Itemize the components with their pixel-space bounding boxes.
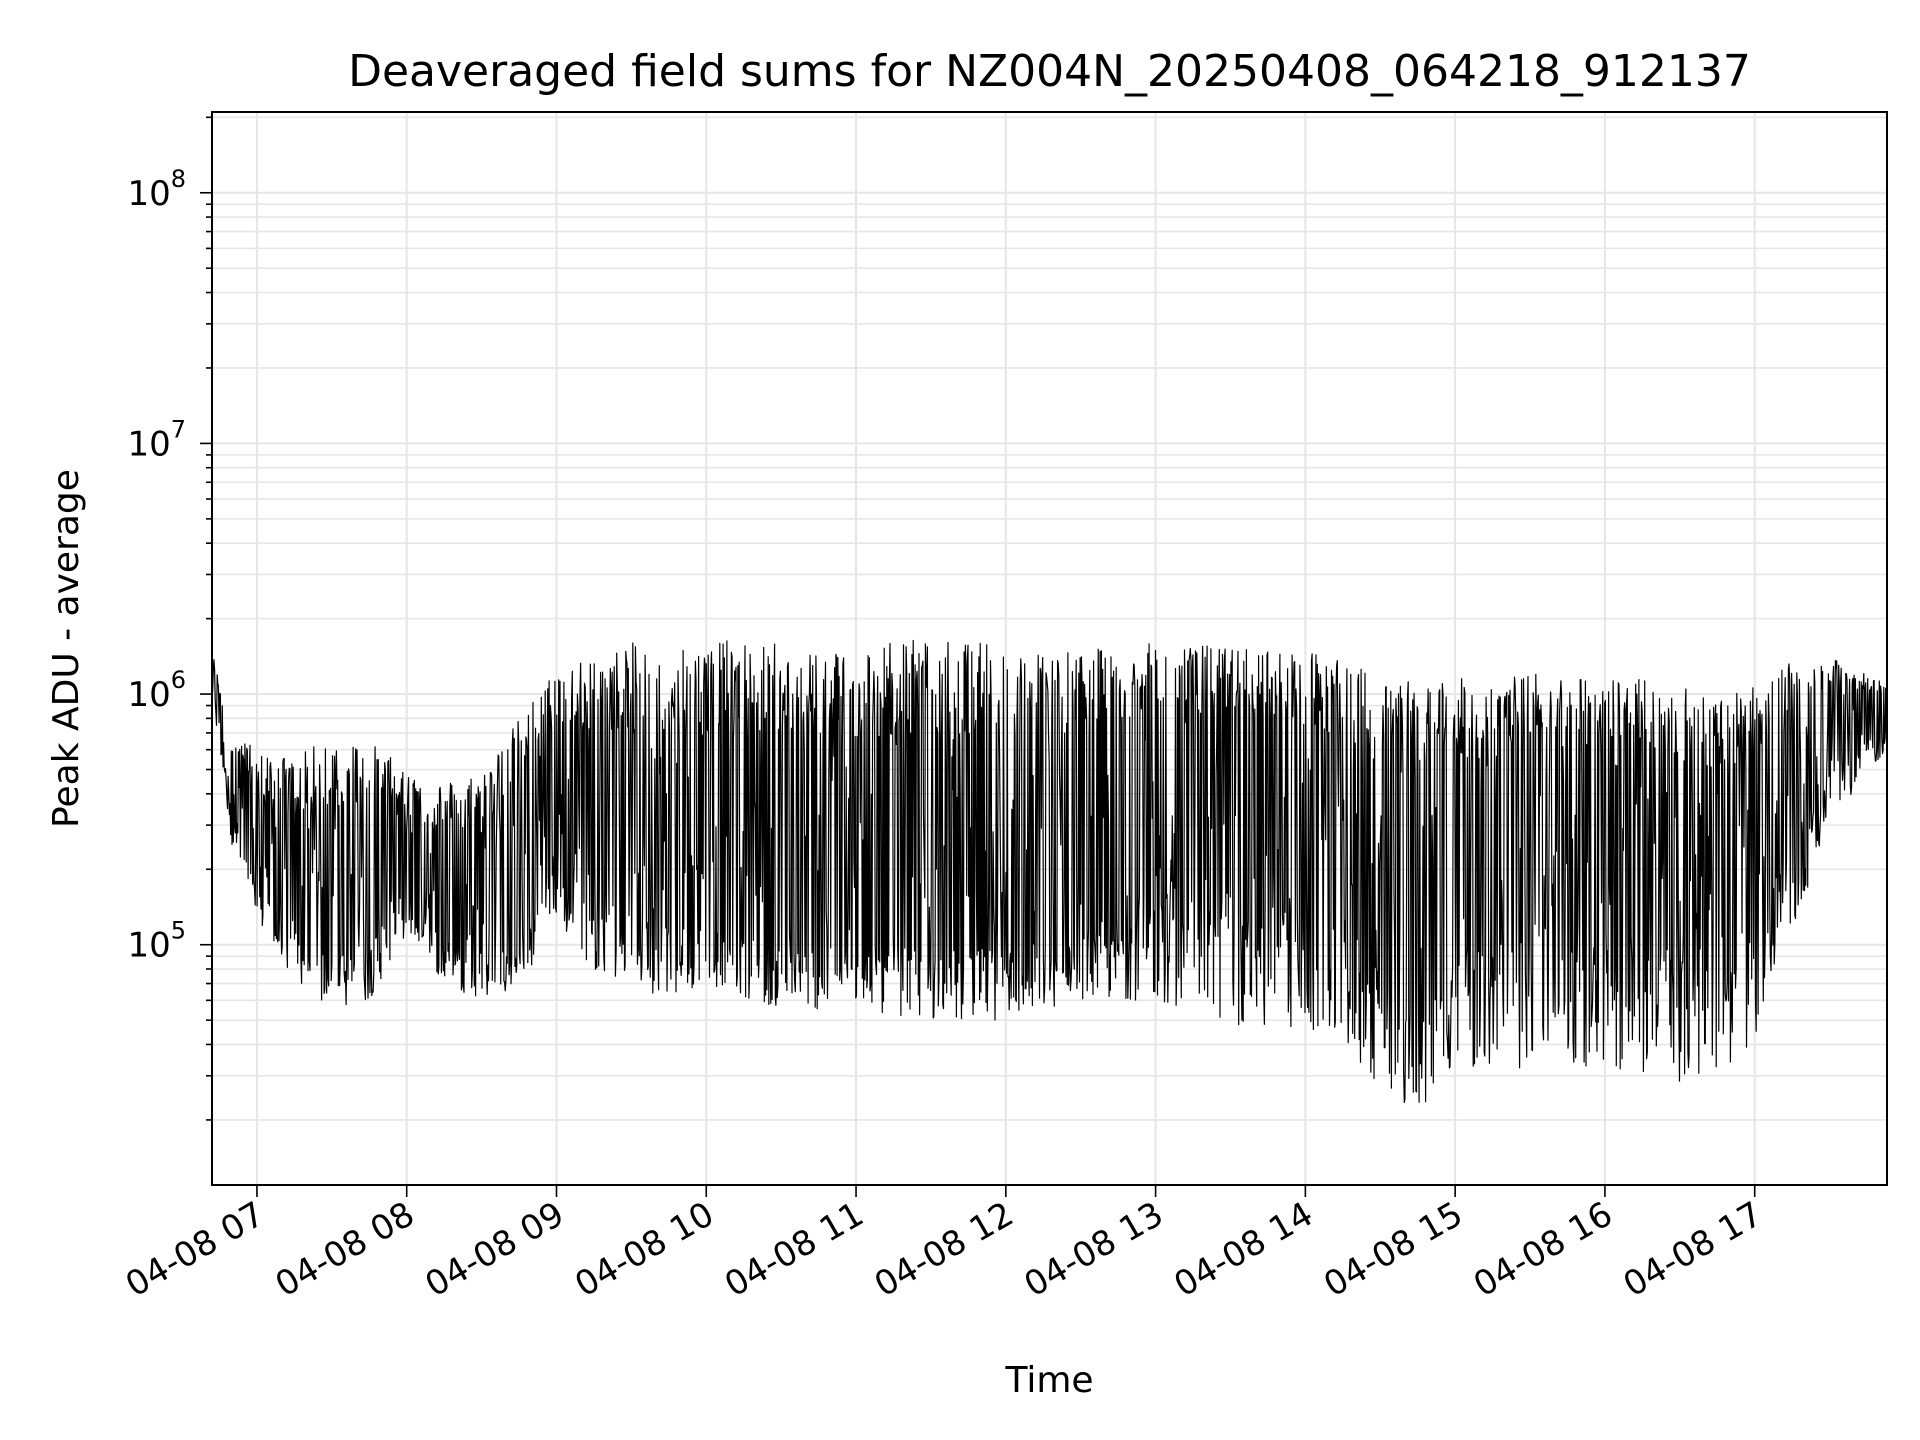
x-tick-label: 04-08 10 <box>568 1194 720 1305</box>
y-tick-label: 107 <box>127 415 186 464</box>
x-tick-label: 04-08 12 <box>868 1194 1020 1305</box>
x-tick-label: 04-08 15 <box>1317 1194 1469 1305</box>
y-tick-label: 105 <box>127 917 186 966</box>
x-tick-label: 04-08 07 <box>119 1194 271 1305</box>
x-tick-label: 04-08 14 <box>1167 1194 1319 1305</box>
x-tick-label: 04-08 11 <box>718 1194 870 1305</box>
x-tick-label: 04-08 08 <box>269 1194 421 1305</box>
series-layer <box>211 639 1888 1104</box>
y-axis-label: Peak ADU - average <box>46 469 87 828</box>
x-tick-label: 04-08 16 <box>1467 1194 1619 1305</box>
x-axis-label: Time <box>1004 1360 1093 1401</box>
plot-frame <box>211 111 1888 1186</box>
y-tick-label: 108 <box>127 165 186 214</box>
chart-title: Deaveraged field sums for NZ004N_2025040… <box>348 46 1751 97</box>
grid-layer <box>212 112 1887 1185</box>
y-tick-label: 106 <box>127 666 186 715</box>
x-tick-label: 04-08 17 <box>1617 1194 1769 1305</box>
series-line <box>211 639 1888 1104</box>
x-tick-label: 04-08 09 <box>419 1194 571 1305</box>
x-tick-label: 04-08 13 <box>1018 1194 1170 1305</box>
